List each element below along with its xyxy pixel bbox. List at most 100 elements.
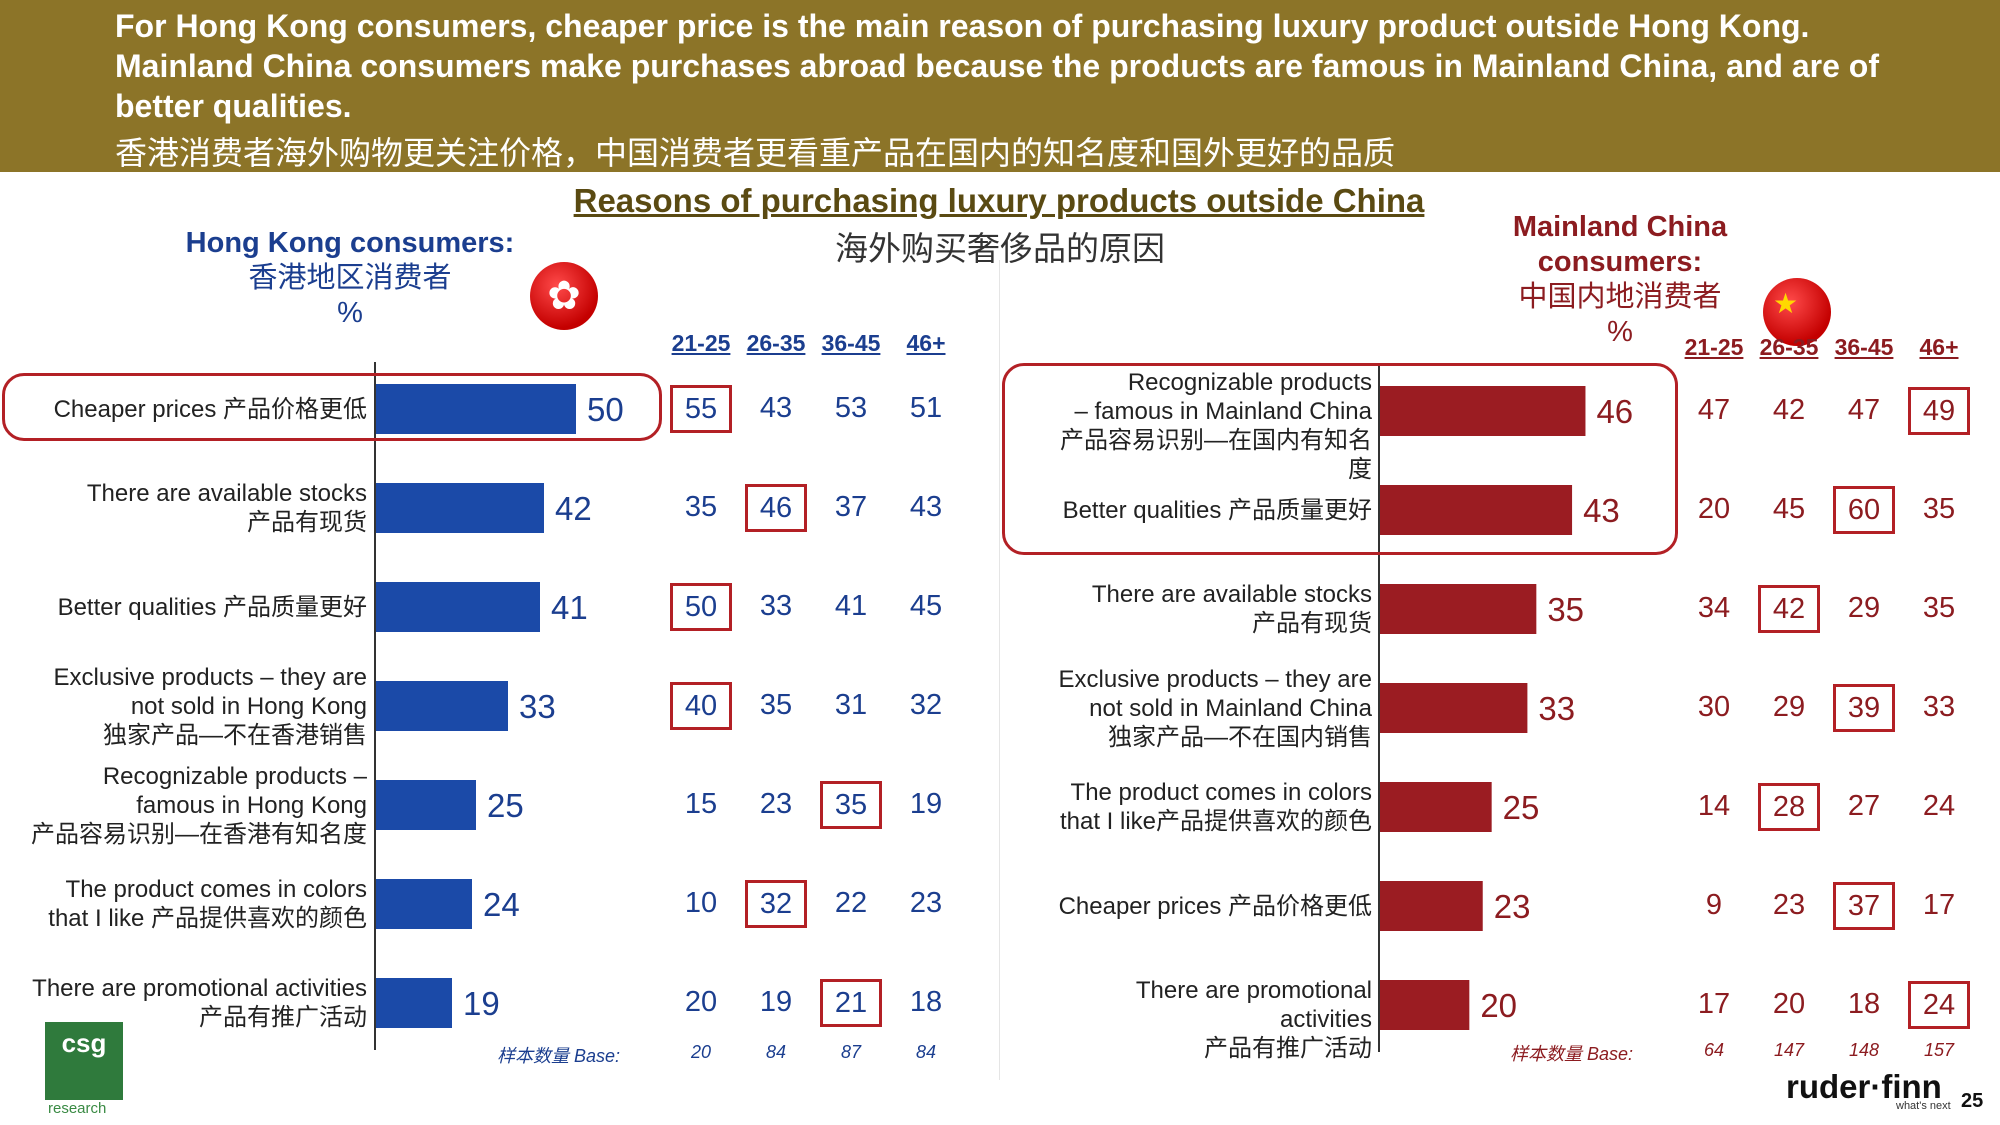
hk-age-cell: 22 bbox=[834, 887, 868, 919]
hk-age-cell-highlighted: 50 bbox=[670, 583, 732, 631]
hk-bar-value-label: 41 bbox=[551, 589, 588, 626]
hk-category-label: Cheaper prices 产品价格更低 bbox=[7, 395, 367, 424]
panel-divider bbox=[999, 260, 1000, 1080]
cn-bar-value-label: 20 bbox=[1480, 987, 1517, 1024]
hk-category-label-line: There are promotional activities bbox=[32, 975, 367, 1002]
hk-category-label-line: 独家产品—不在香港销售 bbox=[103, 721, 367, 749]
cn-category-label: Better qualities 产品质量更好 bbox=[1052, 496, 1372, 525]
cn-title-en-2: consumers: bbox=[1537, 246, 1703, 278]
cn-age-cell: 14 bbox=[1697, 790, 1731, 822]
page-number: 25 bbox=[1961, 1090, 1984, 1112]
hk-bar-value-label: 33 bbox=[519, 688, 556, 725]
cn-bar bbox=[1380, 683, 1528, 733]
cn-age-cell: 30 bbox=[1697, 691, 1731, 723]
cn-category-label: There are available stocks 产品有现货 bbox=[1052, 580, 1372, 638]
cn-bar bbox=[1380, 782, 1492, 832]
hk-bar-value-label: 42 bbox=[555, 490, 592, 527]
hk-title-zh: 香港地区消费者 bbox=[248, 262, 452, 294]
hk-age-cell: 37 bbox=[834, 491, 868, 523]
cn-age-cell: 47 bbox=[1697, 394, 1731, 426]
cn-age-cell: 42 bbox=[1772, 394, 1806, 426]
cn-category-label-line: – famous in Mainland China bbox=[1074, 397, 1372, 425]
hk-category-label-line: Cheaper prices 产品价格更低 bbox=[53, 395, 367, 423]
cn-category-label-line: 产品有现货 bbox=[1252, 610, 1372, 637]
cn-bar bbox=[1380, 584, 1537, 634]
cn-category-label-line: There are available stocks bbox=[1091, 581, 1372, 608]
cn-age-cell-highlighted: 60 bbox=[1833, 486, 1895, 534]
hk-age-cell: 20 bbox=[684, 986, 718, 1018]
hk-age-cell-highlighted: 55 bbox=[670, 385, 732, 433]
china-flag-icon: ★ bbox=[1763, 278, 1831, 346]
hk-bar bbox=[376, 780, 476, 830]
cn-age-cell: 35 bbox=[1922, 493, 1956, 525]
cn-age-cell: 29 bbox=[1772, 691, 1806, 723]
cn-category-label-line: Recognizable products bbox=[1127, 368, 1372, 396]
hk-age-cell: 23 bbox=[759, 788, 793, 820]
hk-age-cell: 18 bbox=[909, 986, 943, 1018]
cn-age-cell: 24 bbox=[1922, 790, 1956, 822]
hk-category-label: Exclusive products – they are not sold in… bbox=[7, 663, 368, 750]
header-line-1: For Hong Kong consumers, cheaper price i… bbox=[115, 8, 1810, 44]
hk-age-cell: 53 bbox=[834, 392, 868, 424]
hk-category-label-line: that I like 产品提供喜欢的颜色 bbox=[48, 905, 367, 932]
hk-age-header: 36-45 bbox=[821, 330, 881, 356]
header-line-zh: 香港消费者海外购物更关注价格，中国消费者更看重产品在国内的知名度和国外更好的品质 bbox=[115, 135, 1396, 171]
hk-age-cell: 41 bbox=[834, 590, 868, 622]
hk-base-value: 87 bbox=[840, 1042, 862, 1062]
hk-age-cell: 45 bbox=[909, 590, 943, 622]
hk-age-cell: 43 bbox=[759, 392, 793, 424]
header-line-3: better qualities. bbox=[115, 88, 352, 124]
hk-category-label-line: 产品有现货 bbox=[247, 509, 367, 536]
hk-bar-value-label: 24 bbox=[483, 886, 520, 923]
cn-category-label: Recognizable products – famous in Mainlan… bbox=[1052, 368, 1372, 484]
hk-category-label: There are promotional activities 产品有推广活动 bbox=[7, 974, 367, 1032]
csg-logo-text: csg bbox=[61, 1028, 107, 1058]
cn-category-label: Cheaper prices 产品价格更低 bbox=[1052, 892, 1372, 921]
csg-logo-subtitle: research bbox=[48, 1100, 107, 1117]
cn-age-cell: 45 bbox=[1772, 493, 1806, 525]
cn-category-label-line: 独家产品—不在国内销售 bbox=[1108, 723, 1372, 751]
ruder-finn-tagline: what's next bbox=[1896, 1100, 1951, 1112]
cn-category-label: There are promotional activities 产品有推广活动 bbox=[1052, 976, 1372, 1063]
cn-age-cell-highlighted: 39 bbox=[1833, 684, 1895, 732]
cn-age-header: 46+ bbox=[1919, 334, 1959, 360]
cn-age-cell: 9 bbox=[1705, 889, 1723, 921]
cn-bar bbox=[1380, 980, 1470, 1030]
hong-kong-flag-icon: ✿ bbox=[530, 262, 598, 330]
hk-age-cell: 32 bbox=[909, 689, 943, 721]
hk-age-cell: 15 bbox=[684, 788, 718, 820]
cn-age-cell: 17 bbox=[1922, 889, 1956, 921]
hk-bar bbox=[376, 681, 508, 731]
hk-title-en: Hong Kong consumers: bbox=[185, 227, 515, 259]
hk-bar bbox=[376, 879, 472, 929]
cn-title-en-1: Mainland China bbox=[1512, 211, 1728, 243]
cn-category-label: The product comes in colors that I like产品… bbox=[1052, 778, 1372, 836]
cn-base-value: 147 bbox=[1773, 1040, 1805, 1060]
hk-bar-value-label: 25 bbox=[487, 787, 524, 824]
hk-base-value: 20 bbox=[690, 1042, 712, 1062]
cn-bar-value-label: 25 bbox=[1503, 789, 1540, 826]
cn-bar bbox=[1380, 485, 1573, 535]
cn-category-label-line: There are promotional activities bbox=[1135, 977, 1372, 1033]
hk-highlight-frame bbox=[2, 373, 662, 441]
hk-age-cell: 10 bbox=[684, 887, 718, 919]
hk-bar-value-label: 50 bbox=[587, 391, 624, 428]
star-icon: ★ bbox=[1773, 288, 1799, 319]
header-line-2: Mainland China consumers make purchases … bbox=[115, 48, 1879, 84]
cn-category-label-line: not sold in Mainland China bbox=[1089, 694, 1372, 722]
cn-age-header: 36-45 bbox=[1834, 334, 1894, 360]
cn-bar bbox=[1380, 386, 1586, 436]
cn-age-cell-highlighted: 37 bbox=[1833, 882, 1895, 930]
hk-base-value: 84 bbox=[765, 1042, 787, 1062]
bauhinia-icon: ✿ bbox=[547, 274, 581, 318]
cn-category-label-line: 产品容易识别—在国内有知名度 bbox=[1060, 426, 1372, 483]
cn-age-cell: 47 bbox=[1847, 394, 1881, 426]
hk-category-label-line: Better qualities 产品质量更好 bbox=[57, 593, 367, 621]
cn-panel-title: Mainland China consumers: 中国内地消费者 % bbox=[1470, 210, 1770, 350]
hk-age-cell-highlighted: 40 bbox=[670, 682, 732, 730]
chart-title-zh: 海外购买奢侈品的原因 bbox=[835, 230, 1165, 267]
hk-base-label: 样本数量 Base: bbox=[497, 1046, 621, 1066]
cn-bar-value-label: 46 bbox=[1596, 393, 1633, 430]
ruder-finn-logo: ruder·finn bbox=[1786, 1068, 1942, 1105]
